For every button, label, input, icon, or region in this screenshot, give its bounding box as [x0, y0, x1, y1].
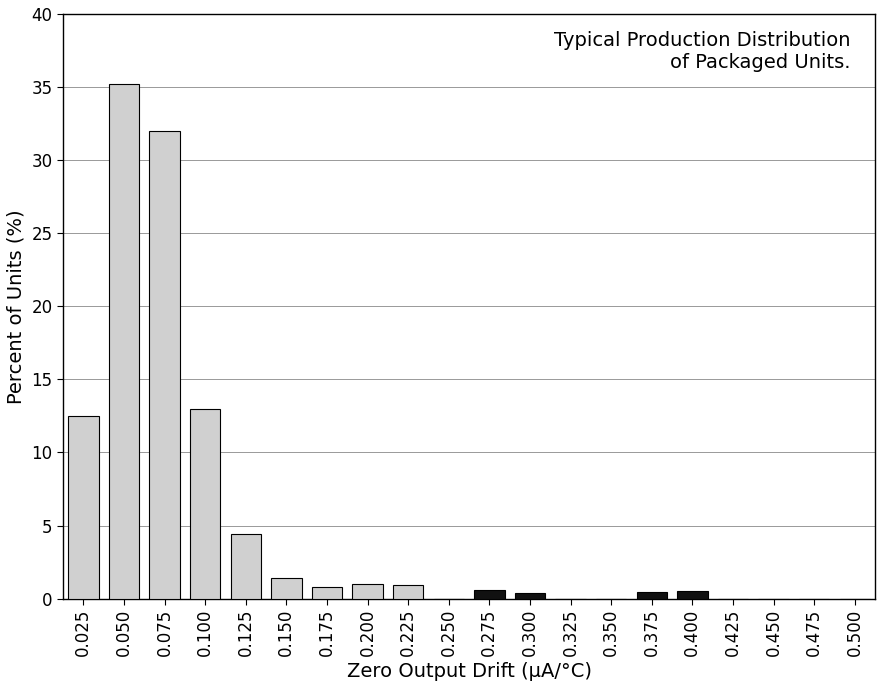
Bar [311, 587, 342, 599]
Bar [352, 584, 383, 599]
Bar [677, 591, 707, 599]
Y-axis label: Percent of Units (%): Percent of Units (%) [7, 209, 26, 404]
Bar [637, 592, 667, 599]
Bar [230, 535, 261, 599]
X-axis label: Zero Output Drift (μA/°C): Zero Output Drift (μA/°C) [347, 662, 592, 681]
Bar [68, 416, 99, 599]
Bar [515, 594, 545, 599]
Bar [271, 578, 302, 599]
Bar [108, 84, 139, 599]
Bar [392, 585, 423, 599]
Bar [475, 590, 505, 599]
Bar [149, 131, 180, 599]
Text: Typical Production Distribution
of Packaged Units.: Typical Production Distribution of Packa… [554, 32, 851, 72]
Bar [190, 409, 220, 599]
